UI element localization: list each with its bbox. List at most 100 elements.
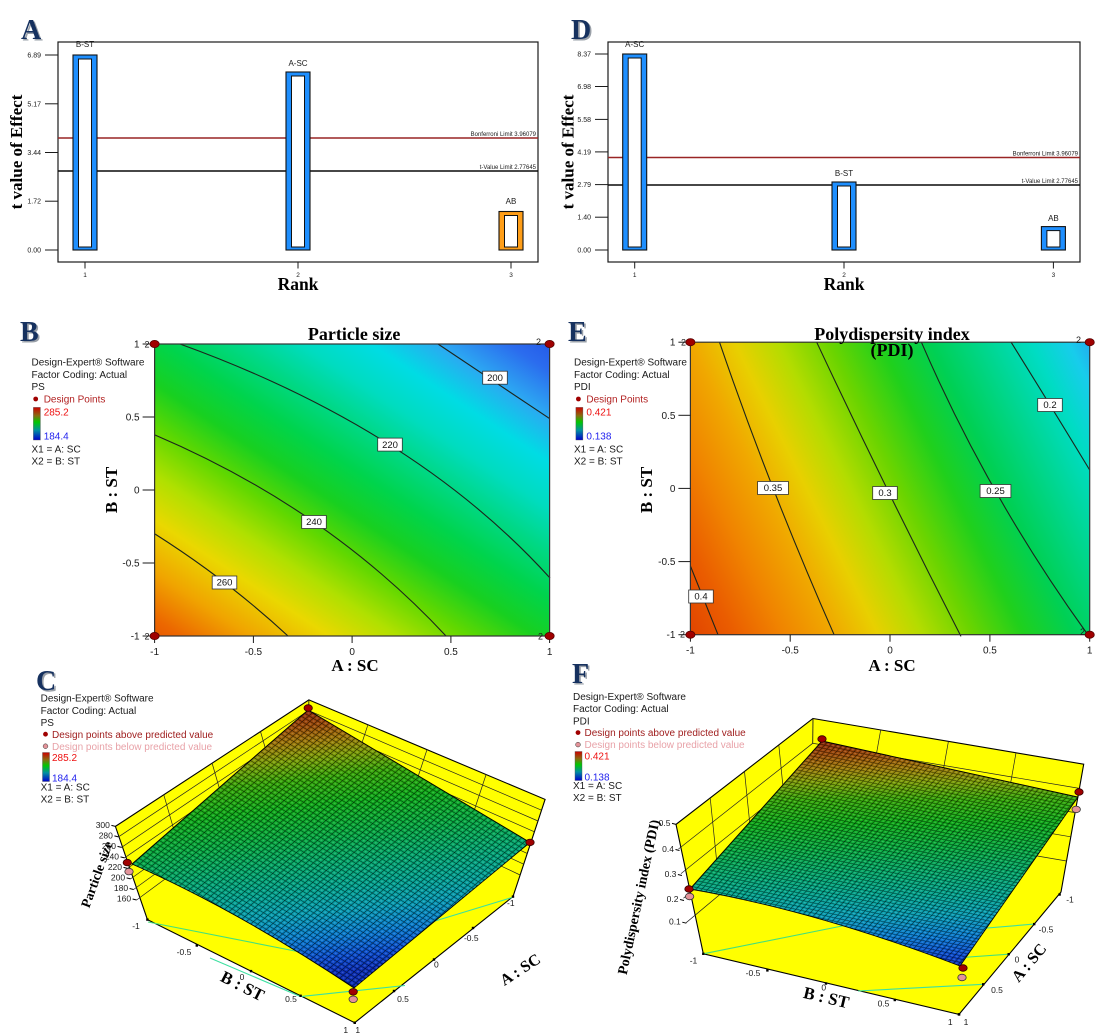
svg-text:300: 300 bbox=[96, 820, 110, 830]
svg-text:B : ST: B : ST bbox=[637, 466, 656, 513]
svg-text:240: 240 bbox=[105, 851, 119, 861]
svg-text:Design points above predicted: Design points above predicted value bbox=[585, 728, 747, 739]
svg-text:Design points below predicted: Design points below predicted value bbox=[585, 740, 746, 751]
svg-text:2: 2 bbox=[842, 272, 846, 279]
svg-text:3.44: 3.44 bbox=[27, 150, 41, 157]
svg-text:C: C bbox=[38, 668, 58, 699]
svg-text:X2 = B: ST: X2 = B: ST bbox=[573, 793, 622, 804]
svg-text:2.79: 2.79 bbox=[577, 182, 591, 189]
svg-text:6.89: 6.89 bbox=[27, 53, 41, 60]
svg-text:0.4: 0.4 bbox=[694, 592, 707, 603]
svg-text:F: F bbox=[574, 661, 591, 692]
svg-text:t value of Effect: t value of Effect bbox=[559, 94, 578, 209]
svg-text:2: 2 bbox=[1080, 627, 1085, 637]
svg-text:E: E bbox=[568, 317, 587, 348]
svg-text:PS: PS bbox=[32, 382, 46, 393]
svg-text:F: F bbox=[572, 659, 589, 690]
svg-text:-0.5: -0.5 bbox=[746, 968, 761, 978]
svg-text:Design-Expert® Software: Design-Expert® Software bbox=[573, 692, 686, 703]
svg-text:0.5: 0.5 bbox=[397, 994, 409, 1004]
svg-text:Bonferroni Limit 3.96079: Bonferroni Limit 3.96079 bbox=[471, 132, 537, 138]
svg-text:X2 = B: ST: X2 = B: ST bbox=[32, 456, 81, 467]
svg-text:E: E bbox=[570, 319, 589, 350]
svg-text:0.421: 0.421 bbox=[586, 407, 611, 418]
svg-text:6.98: 6.98 bbox=[577, 84, 591, 91]
svg-text:0.5: 0.5 bbox=[983, 646, 997, 657]
svg-text:240: 240 bbox=[306, 517, 322, 528]
svg-text:B-ST: B-ST bbox=[835, 169, 853, 178]
svg-text:Factor Coding: Actual: Factor Coding: Actual bbox=[573, 704, 669, 715]
svg-text:220: 220 bbox=[108, 862, 122, 872]
svg-text:1: 1 bbox=[134, 340, 140, 351]
svg-text:-0.5: -0.5 bbox=[177, 947, 192, 957]
svg-text:280: 280 bbox=[99, 830, 113, 840]
svg-text:0.2: 0.2 bbox=[667, 894, 679, 904]
svg-text:1.72: 1.72 bbox=[27, 199, 41, 206]
svg-text:-1: -1 bbox=[686, 646, 695, 657]
svg-text:3: 3 bbox=[509, 272, 513, 279]
svg-text:0.138: 0.138 bbox=[585, 772, 610, 783]
svg-text:0.138: 0.138 bbox=[586, 432, 611, 443]
svg-text:0.35: 0.35 bbox=[764, 483, 783, 494]
svg-text:3: 3 bbox=[1052, 272, 1056, 279]
svg-text:X1 = A: SC: X1 = A: SC bbox=[573, 781, 622, 792]
svg-text:1: 1 bbox=[964, 1017, 969, 1027]
svg-text:-1: -1 bbox=[1066, 895, 1074, 905]
svg-text:1: 1 bbox=[547, 647, 553, 658]
svg-text:200: 200 bbox=[111, 872, 125, 882]
svg-text:t-Value Limit 2.77645: t-Value Limit 2.77645 bbox=[480, 165, 537, 171]
svg-text:Bonferroni Limit 3.96079: Bonferroni Limit 3.96079 bbox=[1013, 151, 1079, 157]
svg-text:0.00: 0.00 bbox=[577, 248, 591, 255]
svg-text:Rank: Rank bbox=[824, 274, 865, 294]
svg-text:1: 1 bbox=[1087, 646, 1093, 657]
svg-text:0: 0 bbox=[670, 484, 676, 495]
svg-text:0.1: 0.1 bbox=[669, 917, 681, 927]
svg-text:220: 220 bbox=[382, 440, 398, 451]
svg-text:0.00: 0.00 bbox=[27, 248, 41, 255]
svg-text:Design Points: Design Points bbox=[586, 394, 648, 405]
svg-text:Polydispersity index (PDI): Polydispersity index (PDI) bbox=[616, 818, 664, 976]
svg-text:0: 0 bbox=[349, 647, 355, 658]
svg-text:X2 = B: ST: X2 = B: ST bbox=[41, 795, 90, 806]
svg-text:PS: PS bbox=[41, 718, 55, 729]
svg-text:Design points above predicted: Design points above predicted value bbox=[52, 730, 214, 741]
svg-text:5.58: 5.58 bbox=[577, 117, 591, 124]
svg-text:Polydispersity index: Polydispersity index bbox=[814, 324, 970, 344]
svg-text:-0.5: -0.5 bbox=[782, 646, 800, 657]
svg-text:1.40: 1.40 bbox=[577, 215, 591, 222]
svg-text:PDI: PDI bbox=[573, 716, 590, 727]
svg-text:Design-Expert® Software: Design-Expert® Software bbox=[41, 694, 154, 705]
svg-text:0: 0 bbox=[821, 983, 826, 993]
svg-text:(PDI): (PDI) bbox=[871, 340, 914, 361]
svg-text:A : SC: A : SC bbox=[331, 656, 378, 675]
svg-text:0.421: 0.421 bbox=[585, 752, 610, 763]
svg-text:Design Points: Design Points bbox=[44, 394, 106, 405]
svg-text:X1 = A: SC: X1 = A: SC bbox=[41, 783, 90, 794]
svg-text:Factor Coding: Actual: Factor Coding: Actual bbox=[574, 370, 670, 381]
svg-text:0.5: 0.5 bbox=[878, 999, 890, 1009]
svg-text:Factor Coding: Actual: Factor Coding: Actual bbox=[32, 370, 128, 381]
svg-text:A: A bbox=[23, 17, 44, 48]
svg-text:t value of Effect: t value of Effect bbox=[7, 94, 26, 209]
svg-text:260: 260 bbox=[102, 841, 116, 851]
svg-text:AB: AB bbox=[506, 197, 517, 206]
svg-text:2: 2 bbox=[144, 340, 149, 350]
svg-text:D: D bbox=[573, 17, 593, 48]
svg-text:-1: -1 bbox=[666, 630, 675, 641]
svg-text:1: 1 bbox=[670, 338, 676, 349]
svg-text:A : SC: A : SC bbox=[497, 951, 544, 989]
svg-text:X2 = B: ST: X2 = B: ST bbox=[574, 456, 623, 467]
svg-text:2: 2 bbox=[1076, 335, 1081, 345]
svg-text:2: 2 bbox=[144, 632, 149, 642]
svg-text:B : ST: B : ST bbox=[102, 466, 121, 513]
svg-text:-1: -1 bbox=[150, 647, 159, 658]
svg-text:0: 0 bbox=[434, 960, 439, 970]
svg-text:1: 1 bbox=[343, 1025, 348, 1035]
svg-text:200: 200 bbox=[487, 373, 503, 384]
svg-text:260: 260 bbox=[217, 578, 233, 589]
svg-text:1: 1 bbox=[355, 1025, 360, 1035]
svg-text:Design points below predicted: Design points below predicted value bbox=[52, 742, 213, 753]
svg-text:0: 0 bbox=[134, 486, 140, 497]
svg-text:5.17: 5.17 bbox=[27, 101, 41, 108]
svg-text:PDI: PDI bbox=[574, 382, 591, 393]
